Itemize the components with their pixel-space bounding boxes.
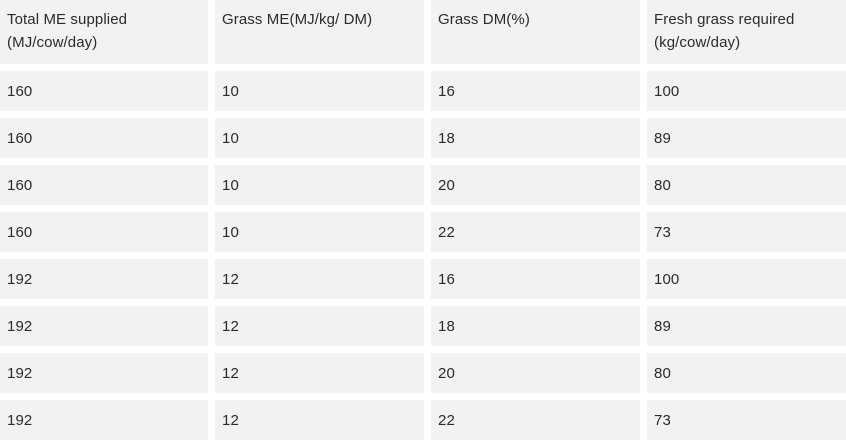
header-grass-dm: Grass DM(%) bbox=[431, 0, 640, 64]
header-label: Total ME supplied (MJ/cow/day) bbox=[7, 11, 128, 51]
table-cell: 18 bbox=[431, 306, 640, 346]
table-cell: 12 bbox=[215, 259, 424, 299]
table-cell: 80 bbox=[647, 165, 846, 205]
table-cell: 192 bbox=[0, 400, 208, 440]
table-cell: 100 bbox=[647, 71, 846, 111]
table-cell: 10 bbox=[215, 71, 424, 111]
table-cell: 22 bbox=[431, 212, 640, 252]
table-cell: 20 bbox=[431, 165, 640, 205]
header-label: Fresh grass required (kg/cow/day) bbox=[654, 11, 795, 51]
table-cell: 160 bbox=[0, 71, 208, 111]
table-cell: 10 bbox=[215, 118, 424, 158]
table-cell: 22 bbox=[431, 400, 640, 440]
table-cell: 80 bbox=[647, 353, 846, 393]
table-cell: 192 bbox=[0, 259, 208, 299]
table-cell: 12 bbox=[215, 306, 424, 346]
header-fresh-grass-required: Fresh grass required (kg/cow/day) bbox=[647, 0, 846, 64]
table-cell: 160 bbox=[0, 165, 208, 205]
table-cell: 12 bbox=[215, 400, 424, 440]
table-cell: 73 bbox=[647, 212, 846, 252]
table-cell: 12 bbox=[215, 353, 424, 393]
table-cell: 89 bbox=[647, 306, 846, 346]
table-cell: 20 bbox=[431, 353, 640, 393]
table-cell: 18 bbox=[431, 118, 640, 158]
table-cell: 73 bbox=[647, 400, 846, 440]
table-cell: 100 bbox=[647, 259, 846, 299]
header-label: Grass ME(MJ/kg/ DM) bbox=[222, 11, 373, 28]
header-grass-me: Grass ME(MJ/kg/ DM) bbox=[215, 0, 424, 64]
table-cell: 160 bbox=[0, 212, 208, 252]
header-label: Grass DM(%) bbox=[438, 11, 530, 28]
table-cell: 10 bbox=[215, 165, 424, 205]
table-cell: 192 bbox=[0, 353, 208, 393]
table-cell: 192 bbox=[0, 306, 208, 346]
header-total-me-supplied: Total ME supplied (MJ/cow/day) bbox=[0, 0, 208, 64]
table-cell: 89 bbox=[647, 118, 846, 158]
table-cell: 160 bbox=[0, 118, 208, 158]
table-cell: 16 bbox=[431, 259, 640, 299]
table-cell: 10 bbox=[215, 212, 424, 252]
table-cell: 16 bbox=[431, 71, 640, 111]
